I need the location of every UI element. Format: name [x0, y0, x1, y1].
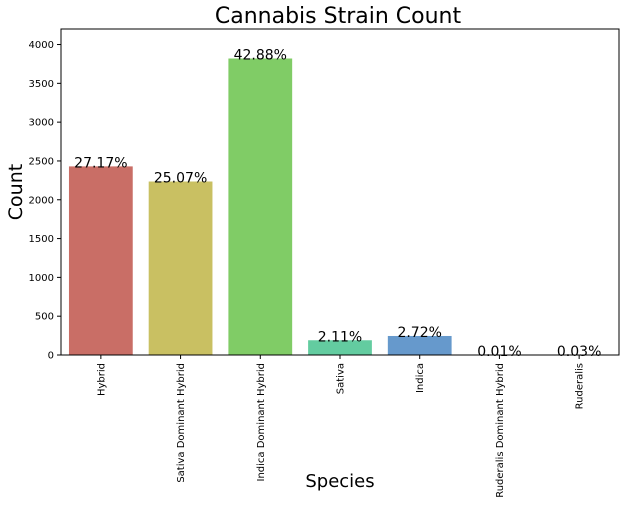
y-tick-label: 2000 — [29, 195, 54, 206]
bar-indica — [387, 335, 452, 355]
y-tick-label: 3500 — [29, 79, 54, 90]
data-label: 0.01% — [477, 344, 521, 360]
y-tick-label: 2500 — [29, 156, 54, 167]
plot-frame — [60, 28, 620, 356]
y-axis: 0 500 1000 1500 2000 2500 3000 3500 4000 — [29, 40, 61, 362]
data-label: 27.17% — [74, 155, 127, 171]
y-tick-label: 1000 — [29, 273, 54, 284]
data-label: 42.88% — [234, 48, 287, 64]
y-tick-label: 0 — [48, 351, 54, 362]
x-tick-label: Sativa Dominant Hybrid — [176, 363, 187, 483]
x-tick-label: Indica Dominant Hybrid — [256, 363, 267, 481]
y-tick-label: 1500 — [29, 234, 54, 245]
y-tick-label: 4000 — [29, 40, 54, 51]
x-tick-label: Ruderalis — [575, 363, 586, 409]
bar-hybrid — [68, 166, 133, 355]
chart-title: Cannabis Strain Count — [215, 4, 462, 29]
bar-sativa-dominant-hybrid — [148, 181, 213, 355]
data-label: 2.11% — [318, 329, 362, 345]
x-tick-label: Ruderalis Dominant Hybrid — [495, 363, 506, 498]
y-tick-label: 500 — [35, 312, 54, 323]
bar-indica-dominant-hybrid — [228, 58, 293, 355]
bar-sativa — [308, 340, 372, 355]
y-axis-label: Count — [5, 164, 27, 220]
bars-group — [68, 58, 612, 355]
x-axis: Hybrid Sativa Dominant Hybrid Indica Domin… — [96, 355, 586, 498]
y-tick-label: 3000 — [29, 118, 54, 129]
data-label: 2.72% — [397, 325, 441, 341]
x-tick-label: Sativa — [336, 363, 347, 394]
data-label: 25.07% — [154, 171, 207, 187]
data-label: 0.03% — [557, 344, 601, 360]
x-tick-label: Indica — [415, 363, 426, 393]
x-tick-label: Hybrid — [96, 363, 107, 396]
value-labels-group: 27.17% 25.07% 42.88% 2.11% 2.72% 0.01% 0.03% — [74, 48, 601, 360]
x-axis-label: Species — [305, 471, 374, 492]
